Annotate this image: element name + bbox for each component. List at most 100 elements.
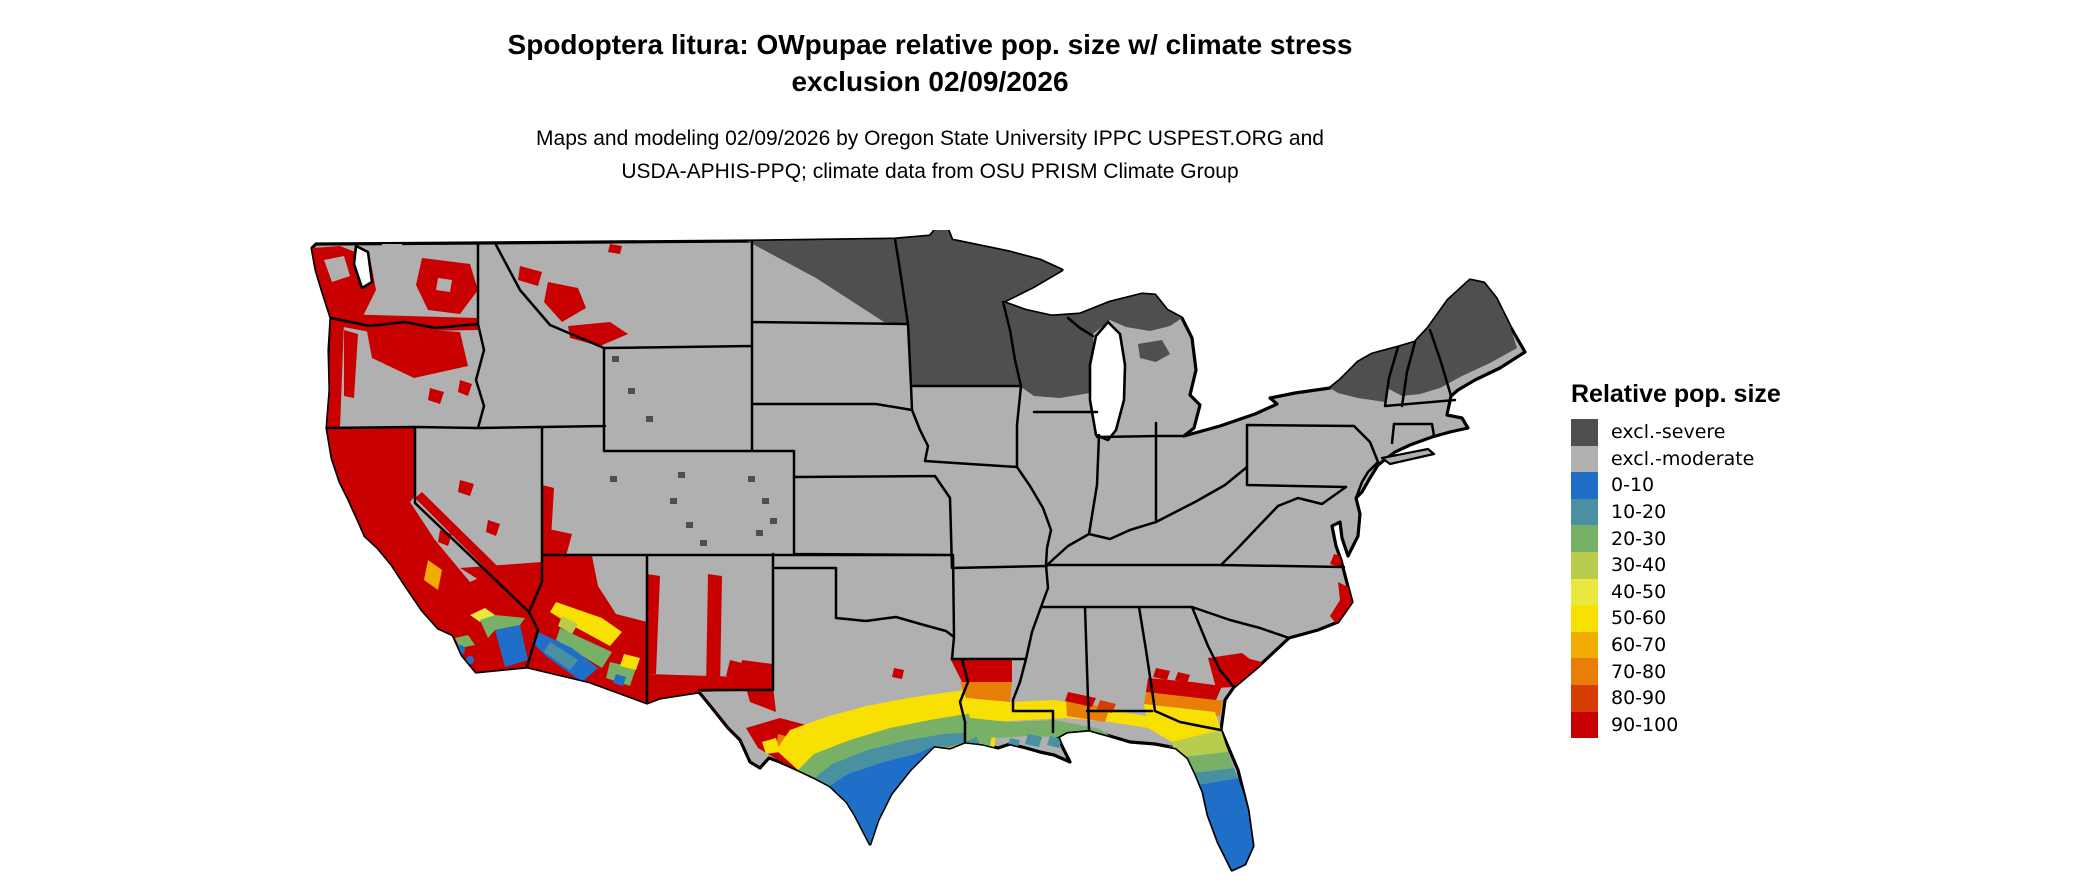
region-red-river-dot	[892, 668, 904, 679]
legend-swatch	[1571, 472, 1598, 499]
region-rio-grande-strip	[706, 574, 722, 690]
legend-label: 90-100	[1611, 713, 1679, 736]
legend-item: 90-100	[1571, 711, 1781, 739]
legend-swatch	[1571, 605, 1598, 632]
region-delta-teal-2	[1047, 736, 1062, 748]
region-cascades-gray	[382, 244, 406, 320]
region-arizona-ygreen	[558, 616, 578, 634]
subtitle-line-1: Maps and modeling 02/09/2026 by Oregon S…	[536, 127, 1324, 150]
region-pecos-red-1	[742, 674, 776, 712]
legend-item: 20-30	[1571, 525, 1781, 552]
region-socal-green-ring	[480, 615, 525, 638]
legend-swatch	[1571, 445, 1598, 473]
region-south-valley-amber	[424, 560, 442, 590]
page-subtitle: Maps and modeling 02/09/2026 by Oregon S…	[310, 122, 1550, 188]
legend-item: 10-20	[1571, 498, 1781, 526]
legend-item: 80-90	[1571, 684, 1781, 712]
title-line-2: exclusion 02/09/2026	[791, 66, 1069, 97]
map-container	[310, 230, 1530, 880]
severe-region-north-dakota	[747, 239, 908, 324]
page-title: Spodoptera litura: OWpupae relative pop.…	[310, 26, 1550, 100]
region-socal-coastal-green	[455, 635, 475, 648]
region-pecos-red-2	[726, 660, 754, 682]
legend-items: excl.-severe excl.-moderate 0-10 10-20 20-30…	[1571, 419, 1781, 739]
severe-region-adirondacks	[1330, 347, 1398, 402]
legend-label: 0-10	[1611, 474, 1655, 497]
region-sw-utah-red	[542, 528, 572, 556]
legend: Relative pop. size excl.-severe excl.-mod…	[1571, 380, 1781, 739]
severe-region-lower-michigan-patch	[1138, 340, 1170, 362]
region-oregon-speck-2	[458, 380, 472, 396]
region-nevada-speck-2	[486, 520, 500, 536]
region-arizona-green-band	[556, 628, 612, 668]
puget-sound	[352, 244, 374, 290]
region-channel-island-dot-1	[427, 657, 433, 663]
region-imperial-valley-blue	[495, 625, 528, 667]
region-delta-teal-1	[1025, 734, 1042, 747]
legend-title: Relative pop. size	[1571, 380, 1781, 408]
legend-item: 60-70	[1571, 631, 1781, 659]
region-louisiana-orange-band	[960, 682, 1012, 702]
title-line-1: Spodoptera litura: OWpupae relative pop.…	[507, 29, 1353, 60]
region-oregon-speck-1	[428, 388, 444, 404]
region-georgia-speck-2	[1175, 672, 1190, 683]
region-west-nm-strip	[647, 574, 660, 674]
region-south-texas-blue	[830, 746, 934, 844]
region-socal-yellow	[470, 608, 495, 622]
legend-swatch	[1571, 578, 1598, 606]
legend-swatch	[1571, 711, 1598, 739]
region-se-arizona-blue-dot	[613, 674, 626, 686]
region-nevada-speck-1	[458, 480, 474, 496]
region-channel-island-dot-2	[438, 662, 444, 668]
severe-region-upper-midwest	[895, 230, 1182, 398]
severe-exclusion-regions	[610, 230, 1517, 546]
region-socal-blue-dot-2	[466, 656, 474, 664]
subtitle-line-2: USDA-APHIS-PPQ; climate data from OSU PR…	[621, 160, 1239, 183]
legend-label: 30-40	[1611, 554, 1667, 577]
region-big-bend-yellow	[762, 738, 780, 754]
legend-item: 50-60	[1571, 605, 1781, 632]
legend-label: excl.-severe	[1611, 421, 1726, 444]
region-north-central-oregon-red	[366, 326, 468, 378]
severe-region-northern-new-england	[1387, 280, 1517, 396]
legend-swatch	[1571, 551, 1598, 579]
region-oregon-coast-red	[327, 318, 344, 428]
region-california-ne-gray	[415, 428, 478, 485]
legend-item: excl.-moderate	[1571, 445, 1781, 473]
region-se-arizona-yellow	[620, 654, 640, 670]
region-keys-dot-2	[1221, 877, 1227, 880]
region-idaho-blob-1	[544, 282, 586, 322]
region-keys-dot-1	[1209, 875, 1215, 880]
region-keys-dot-4	[1198, 872, 1202, 876]
region-willamette-red	[344, 330, 358, 398]
legend-label: 10-20	[1611, 501, 1667, 524]
legend-label: 80-90	[1611, 687, 1667, 710]
legend-label: 60-70	[1611, 634, 1667, 657]
legend-item: 70-80	[1571, 658, 1781, 685]
legend-swatch	[1571, 419, 1598, 446]
state-borders	[325, 237, 1457, 744]
region-nevada-border-band	[415, 492, 534, 612]
legend-swatch	[1571, 525, 1598, 552]
legend-label: 70-80	[1611, 660, 1667, 683]
region-keys-dot-3	[1231, 874, 1237, 880]
legend-label: 20-30	[1611, 527, 1667, 550]
region-idaho-blob-2	[518, 266, 542, 286]
region-georgia-orange-band	[1144, 692, 1223, 716]
region-florida-blue-peninsula	[1180, 778, 1253, 870]
legend-swatch	[1571, 684, 1598, 712]
legend-label: 50-60	[1611, 607, 1667, 630]
region-olympics-gray	[324, 256, 350, 282]
legend-item: 40-50	[1571, 578, 1781, 606]
legend-swatch	[1571, 631, 1598, 659]
lake-michigan	[1088, 320, 1127, 442]
legend-label: 40-50	[1611, 580, 1667, 603]
region-georgia-speck-1	[1153, 668, 1170, 680]
legend-item: excl.-severe	[1571, 419, 1781, 446]
legend-item: 0-10	[1571, 472, 1781, 499]
region-montana-speck	[608, 244, 622, 254]
region-arizona-ne-gray	[592, 556, 647, 622]
region-arizona-teal	[544, 642, 578, 670]
legend-item: 30-40	[1571, 551, 1781, 579]
legend-swatch	[1571, 658, 1598, 685]
